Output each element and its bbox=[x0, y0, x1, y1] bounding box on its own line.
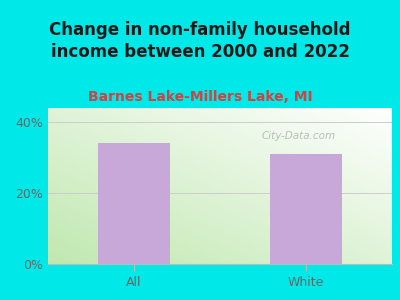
Text: Barnes Lake-Millers Lake, MI: Barnes Lake-Millers Lake, MI bbox=[88, 90, 312, 104]
Bar bbox=[98, 143, 170, 264]
Text: Change in non-family household
income between 2000 and 2022: Change in non-family household income be… bbox=[49, 21, 351, 61]
Text: City-Data.com: City-Data.com bbox=[262, 131, 336, 141]
Bar bbox=[270, 154, 342, 264]
